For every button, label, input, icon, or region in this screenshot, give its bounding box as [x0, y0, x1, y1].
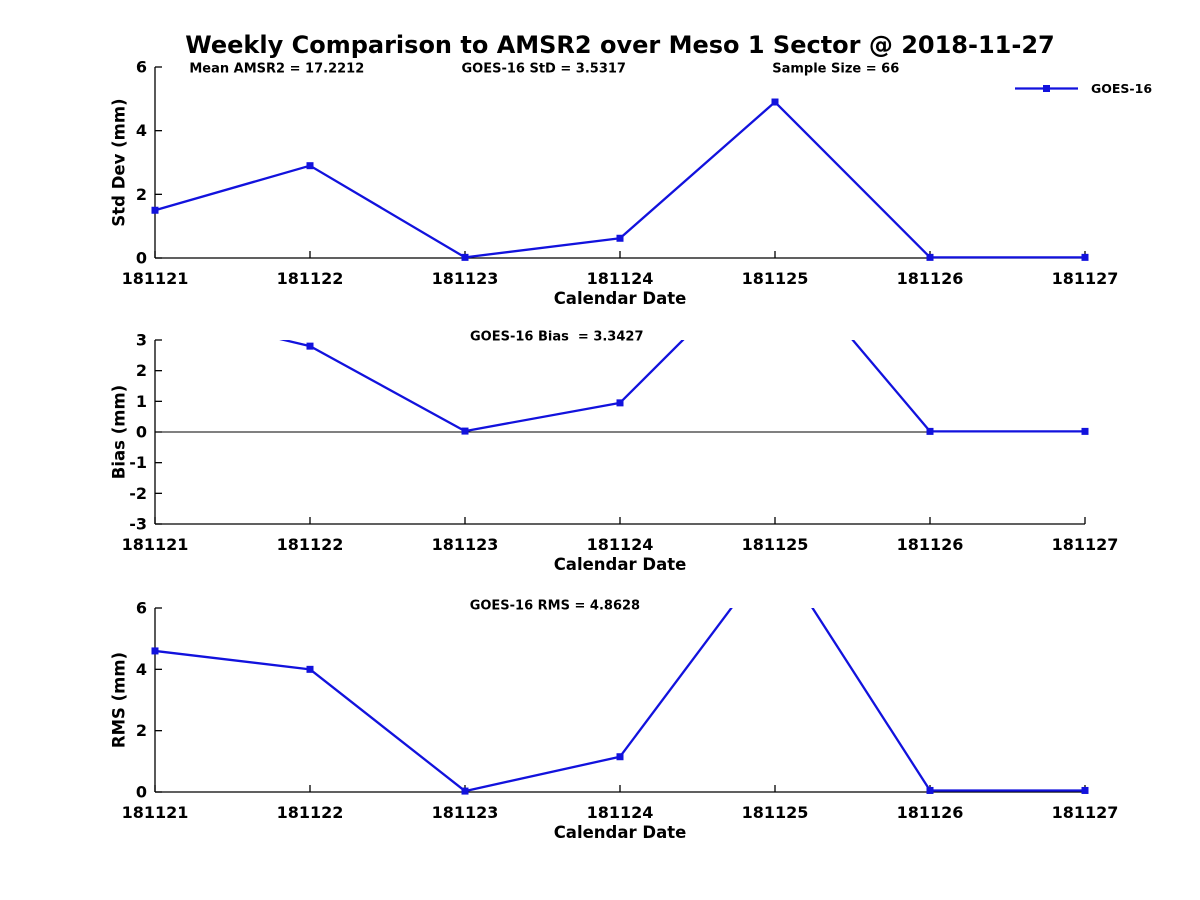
x-tick-label: 181122 [277, 269, 344, 288]
data-point-marker [1081, 427, 1089, 435]
x-axis-label: Calendar Date [554, 289, 687, 308]
data-point-marker [616, 234, 624, 242]
std-dev-series-line [154, 100, 1085, 259]
legend-marker-icon [1043, 85, 1050, 92]
x-tick-label: 181122 [277, 535, 344, 554]
x-tick-label: 181121 [122, 535, 189, 554]
x-tick-label: 181127 [1052, 803, 1119, 822]
data-point-marker [926, 786, 934, 794]
y-tick-label: 1 [136, 392, 147, 411]
y-tick-label: 4 [136, 660, 147, 679]
y-tick-label: 2 [136, 721, 147, 740]
data-point-marker [616, 753, 624, 761]
y-tick-label: 0 [136, 249, 147, 268]
data-point-marker [771, 98, 779, 106]
y-axis-label: Bias (mm) [110, 385, 129, 479]
annotation: Sample Size = 66 [772, 62, 899, 77]
x-tick-label: 181122 [277, 803, 344, 822]
data-point-marker [461, 787, 469, 795]
y-tick-label: -3 [129, 515, 147, 534]
data-point-marker [461, 427, 469, 435]
data-point-marker [926, 253, 934, 261]
data-point-marker [151, 206, 159, 214]
annotation: GOES-16 StD = 3.5317 [462, 62, 626, 77]
x-tick-label: 181123 [432, 803, 499, 822]
data-point-marker [151, 647, 159, 655]
chart-title: Weekly Comparison to AMSR2 over Meso 1 S… [185, 31, 1055, 59]
x-tick-label: 181121 [122, 803, 189, 822]
data-point-marker [1081, 786, 1089, 794]
x-tick-label: 181126 [897, 535, 964, 554]
x-tick-label: 181124 [587, 803, 654, 822]
bias-subplot: -3 -2 -1 0 1 2 3 181121 181122 181123 181124 181125… [110, 330, 1119, 575]
x-tick-label: 181124 [587, 535, 654, 554]
y-tick-label: 6 [136, 599, 147, 618]
x-axis-label: Calendar Date [554, 823, 687, 842]
y-tick-label: 4 [136, 121, 147, 140]
data-point-marker [461, 253, 469, 261]
x-tick-label: 181121 [122, 269, 189, 288]
x-tick-label: 181124 [587, 269, 654, 288]
x-tick-label: 181127 [1052, 269, 1119, 288]
data-point-marker [616, 399, 624, 407]
y-tick-label: 2 [136, 185, 147, 204]
x-tick-label: 181123 [432, 269, 499, 288]
x-tick-label: 181125 [742, 803, 809, 822]
y-tick-label: -1 [129, 453, 147, 472]
y-tick-label: 2 [136, 361, 147, 380]
y-axis-label: RMS (mm) [110, 652, 129, 748]
data-point-marker [306, 665, 314, 673]
data-point-marker [306, 342, 314, 350]
x-tick-label: 181125 [742, 535, 809, 554]
annotation: GOES-16 Bias = 3.3427 [470, 330, 644, 345]
legend-label: GOES-16 [1091, 81, 1152, 96]
data-point-marker [926, 427, 934, 435]
x-tick-label: 181125 [742, 269, 809, 288]
y-tick-label: -2 [129, 484, 147, 503]
rms-subplot: 0 2 4 6 181121 181122 181123 181124 181125 181126… [110, 599, 1119, 843]
x-axis-label: Calendar Date [554, 555, 687, 574]
data-point-marker [1081, 253, 1089, 261]
y-tick-label: 0 [136, 423, 147, 442]
x-tick-label: 181123 [432, 535, 499, 554]
x-tick-label: 181126 [897, 269, 964, 288]
y-tick-label: 6 [136, 58, 147, 77]
annotation: Mean AMSR2 = 17.2212 [189, 62, 364, 77]
y-tick-label: 3 [136, 331, 147, 350]
y-axis-label: Std Dev (mm) [110, 98, 129, 226]
y-tick-label: 0 [136, 783, 147, 802]
x-tick-label: 181126 [897, 803, 964, 822]
data-point-marker [306, 162, 314, 170]
legend: GOES-16 [1015, 81, 1152, 96]
std-dev-subplot: 0 2 4 6 181121 181122 181123 181124 181125 181126… [110, 58, 1153, 309]
annotation: GOES-16 RMS = 4.8628 [470, 599, 640, 614]
x-tick-label: 181127 [1052, 535, 1119, 554]
